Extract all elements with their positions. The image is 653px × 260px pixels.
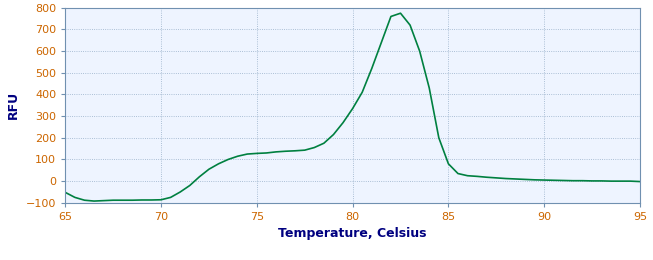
X-axis label: Temperature, Celsius: Temperature, Celsius <box>278 228 427 240</box>
Y-axis label: RFU: RFU <box>7 91 20 119</box>
